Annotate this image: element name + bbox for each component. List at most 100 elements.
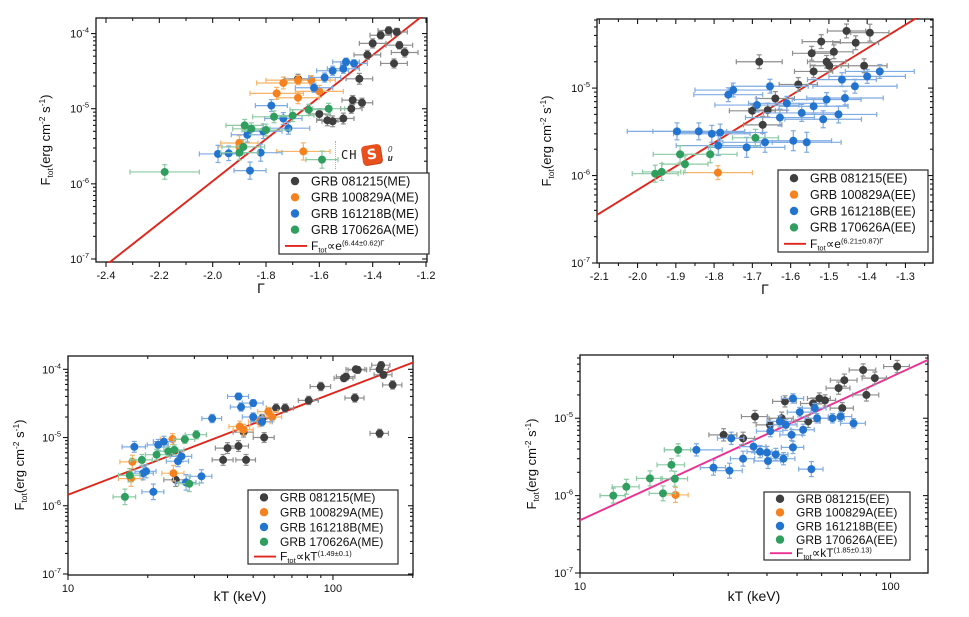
- data-point: [307, 76, 316, 85]
- series-grb-161218b-me: [198, 57, 368, 180]
- x-tick-label: 100: [324, 583, 342, 595]
- y-tick-label: 10-5: [571, 80, 590, 95]
- data-point: [692, 445, 701, 454]
- data-point: [742, 143, 751, 152]
- legend-frame: [763, 491, 911, 561]
- data-point: [851, 38, 860, 47]
- data-point: [384, 26, 393, 35]
- data-point: [667, 460, 676, 469]
- data-point: [149, 487, 158, 496]
- data-point: [304, 396, 313, 405]
- legend: GRB 081215(ME)GRB 100829A(ME)GRB 161218B…: [247, 489, 399, 565]
- x-axis-title: Γ: [761, 281, 769, 297]
- data-point: [339, 114, 348, 123]
- legend-marker: [259, 493, 269, 502]
- legend-fit-label: Ftot∝kT(1.85±0.13): [796, 546, 872, 562]
- data-point: [775, 417, 784, 426]
- data-point: [173, 457, 182, 466]
- data-point: [822, 95, 831, 104]
- y-tick-label: 10-6: [554, 488, 573, 503]
- x-axis-title: kT (keV): [214, 588, 267, 604]
- data-point: [258, 417, 267, 426]
- data-point: [350, 393, 359, 402]
- series-grb-081215-ee: [708, 359, 911, 446]
- data-point: [339, 64, 348, 73]
- x-tick-label: -2.0: [628, 271, 647, 283]
- y-axis-title: Ftot(erg cm-2 s-1): [11, 419, 29, 510]
- series-grb-100829a-me: [217, 74, 344, 161]
- data-point: [674, 445, 683, 454]
- data-point: [400, 48, 409, 57]
- legend-marker: [775, 494, 785, 503]
- y-tick-label: 10-5: [554, 410, 573, 425]
- legend-label: GRB 170626A(ME): [280, 535, 383, 549]
- data-point: [780, 397, 789, 406]
- x-tick-label: -1.8: [705, 271, 724, 283]
- y-tick-label: 10-5: [70, 101, 89, 116]
- data-point: [249, 399, 258, 408]
- legend-label: GRB 100829A(ME): [280, 506, 383, 520]
- data-point: [609, 491, 618, 500]
- data-point: [395, 41, 404, 50]
- legend: GRB 081215(ME)GRB 100829A(ME)GRB 161218B…: [278, 172, 430, 255]
- data-point: [802, 138, 811, 147]
- legend-marker: [789, 206, 799, 216]
- panel-me-gamma-flux: -2.4 -2.2 -2.0 -1.8 -1.6 -1.4 -1.2 10-7 10-6 10-5…: [37, 17, 435, 296]
- series-grb-081215-me: [284, 26, 419, 128]
- data-point: [863, 72, 872, 81]
- data-point: [247, 124, 256, 133]
- series-grb-161218b-ee: [663, 393, 867, 479]
- data-point: [376, 31, 385, 40]
- data-point: [375, 429, 384, 438]
- y-tick-label: 10-7: [571, 255, 590, 270]
- data-point: [152, 450, 161, 459]
- data-point: [363, 50, 372, 59]
- data-point: [755, 57, 764, 66]
- data-point: [788, 443, 797, 452]
- data-point: [834, 384, 843, 393]
- data-point: [838, 404, 847, 413]
- data-point: [807, 49, 816, 58]
- fit-line: [107, 17, 423, 263]
- data-point: [281, 404, 290, 413]
- series-grb-161218b-ee: [626, 63, 915, 158]
- data-point: [185, 479, 194, 488]
- data-point: [729, 86, 738, 95]
- plot-frame: [596, 18, 934, 264]
- data-point: [197, 472, 206, 481]
- data-point: [235, 148, 244, 157]
- data-point: [262, 126, 271, 135]
- y-tick-label: 10-7: [70, 251, 89, 266]
- data-point: [388, 380, 397, 389]
- series-grb-100829a-ee: [682, 165, 753, 181]
- legend-marker: [290, 176, 300, 186]
- data-point: [268, 412, 277, 421]
- data-point: [392, 27, 401, 36]
- panel-me-kt-flux: 10 100 10-7 10-6 10-5 10-4 kT (keV) Ftot(erg cm…: [11, 355, 414, 604]
- data-point: [840, 376, 849, 385]
- y-tick-label: 10-7: [42, 566, 61, 581]
- data-point: [339, 374, 348, 383]
- data-point: [324, 104, 333, 113]
- data-point: [256, 148, 265, 157]
- data-point: [125, 471, 134, 480]
- watermark-logo-icon: S: [361, 143, 384, 166]
- legend-label: GRB 161218B(EE): [796, 519, 897, 533]
- data-point: [288, 111, 297, 120]
- series-grb-170626a-ee: [599, 443, 692, 504]
- legend-frame: [777, 169, 929, 253]
- y-tick-label: 10-4: [70, 26, 89, 41]
- x-tick-label: -1.7: [743, 271, 762, 283]
- data-point: [799, 425, 808, 434]
- legend-label: GRB 161218B(ME): [280, 520, 383, 534]
- legend-label: GRB 081215(EE): [796, 492, 889, 506]
- data-point: [657, 167, 666, 176]
- data-point: [320, 73, 329, 82]
- y-axis-title: Ftot(erg cm-2 s-1): [523, 418, 541, 509]
- data-point: [348, 96, 357, 105]
- x-tick-label: -1.5: [819, 271, 838, 283]
- x-tick-label: 10: [574, 581, 586, 593]
- x-tick-label: -1.9: [666, 271, 685, 283]
- data-point: [328, 66, 337, 75]
- data-point: [771, 450, 780, 459]
